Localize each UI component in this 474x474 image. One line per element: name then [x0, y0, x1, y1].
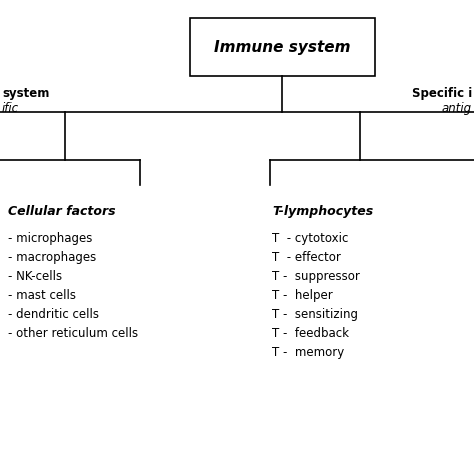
Text: T-lymphocytes: T-lymphocytes — [272, 205, 373, 218]
Text: T  - cytotoxic: T - cytotoxic — [272, 232, 348, 245]
Text: - mast cells: - mast cells — [8, 289, 76, 302]
Text: T  - effector: T - effector — [272, 251, 341, 264]
Text: system: system — [2, 86, 49, 100]
Text: Immune system: Immune system — [214, 39, 351, 55]
Text: - NK-cells: - NK-cells — [8, 270, 62, 283]
Text: Specific i: Specific i — [412, 86, 472, 100]
Text: T -  memory: T - memory — [272, 346, 344, 359]
Text: - microphages: - microphages — [8, 232, 92, 245]
Text: - other reticulum cells: - other reticulum cells — [8, 327, 138, 340]
Text: antig: antig — [442, 101, 472, 115]
Text: - macrophages: - macrophages — [8, 251, 96, 264]
Text: Cellular factors: Cellular factors — [8, 205, 116, 218]
Text: T -  suppressor: T - suppressor — [272, 270, 360, 283]
FancyBboxPatch shape — [190, 18, 375, 76]
Text: T -  helper: T - helper — [272, 289, 333, 302]
Text: - dendritic cells: - dendritic cells — [8, 308, 99, 321]
Text: T -  sensitizing: T - sensitizing — [272, 308, 358, 321]
Text: T -  feedback: T - feedback — [272, 327, 349, 340]
Text: ific: ific — [2, 101, 19, 115]
